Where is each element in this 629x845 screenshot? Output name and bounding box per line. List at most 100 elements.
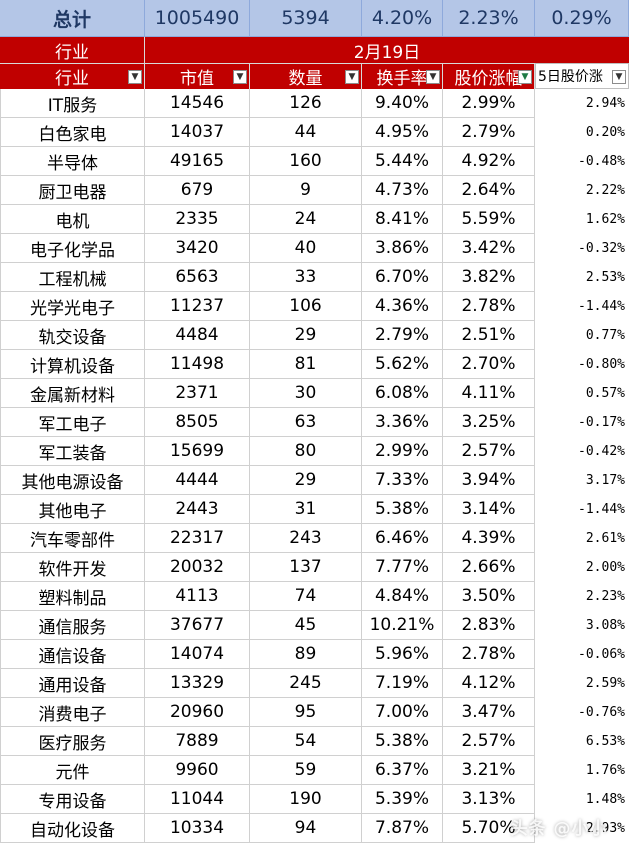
cell-five-day-change[interactable]: 3.17% [535,466,629,495]
cell-market-cap[interactable]: 13329 [145,669,250,698]
cell-price-change[interactable]: 2.70% [443,350,535,379]
cell-five-day-change[interactable]: 1.48% [535,785,629,814]
cell-industry[interactable]: 汽车零部件 [0,524,145,553]
cell-industry[interactable]: 塑料制品 [0,582,145,611]
cell-market-cap[interactable]: 9960 [145,756,250,785]
cell-five-day-change[interactable]: 2.00% [535,553,629,582]
cell-count[interactable]: 137 [250,553,362,582]
cell-five-day-change[interactable]: -0.48% [535,147,629,176]
cell-count[interactable]: 24 [250,205,362,234]
cell-price-change[interactable]: 3.21% [443,756,535,785]
industry-group-header[interactable]: 行业 [0,37,145,63]
cell-count[interactable]: 40 [250,234,362,263]
cell-count[interactable]: 63 [250,408,362,437]
filter-dropdown-icon[interactable]: ▼ [233,70,247,84]
cell-turnover[interactable]: 7.87% [362,814,443,843]
cell-turnover[interactable]: 4.84% [362,582,443,611]
cell-count[interactable]: 29 [250,321,362,350]
filter-dropdown-icon[interactable]: ▼ [612,70,626,84]
cell-price-change[interactable]: 3.82% [443,263,535,292]
cell-count[interactable]: 245 [250,669,362,698]
cell-five-day-change[interactable]: 2.93% [535,814,629,843]
cell-turnover[interactable]: 4.36% [362,292,443,321]
cell-industry[interactable]: 光学光电子 [0,292,145,321]
filter-dropdown-icon[interactable]: ▼ [426,70,440,84]
filter-dropdown-icon[interactable]: ▼ [345,70,359,84]
cell-count[interactable]: 74 [250,582,362,611]
cell-industry[interactable]: 自动化设备 [0,814,145,843]
total-count-cell[interactable]: 5394 [250,0,362,37]
cell-price-change[interactable]: 4.92% [443,147,535,176]
cell-market-cap[interactable]: 20960 [145,698,250,727]
cell-market-cap[interactable]: 2443 [145,495,250,524]
cell-count[interactable]: 29 [250,466,362,495]
cell-count[interactable]: 59 [250,756,362,785]
cell-turnover[interactable]: 2.79% [362,321,443,350]
cell-industry[interactable]: 通信服务 [0,611,145,640]
cell-turnover[interactable]: 10.21% [362,611,443,640]
cell-turnover[interactable]: 5.38% [362,495,443,524]
column-header-industry[interactable]: 行业 [0,63,145,89]
cell-market-cap[interactable]: 679 [145,176,250,205]
cell-market-cap[interactable]: 11237 [145,292,250,321]
cell-market-cap[interactable]: 10334 [145,814,250,843]
cell-five-day-change[interactable]: -0.32% [535,234,629,263]
cell-count[interactable]: 95 [250,698,362,727]
cell-five-day-change[interactable]: 0.20% [535,118,629,147]
cell-five-day-change[interactable]: 2.53% [535,263,629,292]
cell-industry[interactable]: 通信设备 [0,640,145,669]
cell-industry[interactable]: 半导体 [0,147,145,176]
cell-five-day-change[interactable]: -1.44% [535,495,629,524]
cell-price-change[interactable]: 3.42% [443,234,535,263]
cell-turnover[interactable]: 7.00% [362,698,443,727]
cell-five-day-change[interactable]: 2.59% [535,669,629,698]
cell-price-change[interactable]: 3.47% [443,698,535,727]
cell-industry[interactable]: 工程机械 [0,263,145,292]
cell-five-day-change[interactable]: -0.76% [535,698,629,727]
cell-count[interactable]: 190 [250,785,362,814]
cell-turnover[interactable]: 8.41% [362,205,443,234]
cell-price-change[interactable]: 2.57% [443,727,535,756]
cell-turnover[interactable]: 3.86% [362,234,443,263]
cell-count[interactable]: 80 [250,437,362,466]
cell-turnover[interactable]: 7.19% [362,669,443,698]
cell-price-change[interactable]: 2.78% [443,640,535,669]
cell-count[interactable]: 94 [250,814,362,843]
filter-active-icon[interactable]: ▼ [518,70,532,84]
cell-industry[interactable]: 计算机设备 [0,350,145,379]
cell-price-change[interactable]: 4.39% [443,524,535,553]
cell-count[interactable]: 33 [250,263,362,292]
cell-industry[interactable]: 通用设备 [0,669,145,698]
cell-market-cap[interactable]: 14074 [145,640,250,669]
cell-five-day-change[interactable]: -0.80% [535,350,629,379]
cell-count[interactable]: 44 [250,118,362,147]
cell-five-day-change[interactable]: 2.94% [535,89,629,118]
cell-price-change[interactable]: 2.66% [443,553,535,582]
cell-market-cap[interactable]: 14037 [145,118,250,147]
cell-price-change[interactable]: 2.64% [443,176,535,205]
cell-five-day-change[interactable]: 2.61% [535,524,629,553]
cell-price-change[interactable]: 2.83% [443,611,535,640]
cell-price-change[interactable]: 2.51% [443,321,535,350]
cell-price-change[interactable]: 4.12% [443,669,535,698]
cell-industry[interactable]: 软件开发 [0,553,145,582]
cell-market-cap[interactable]: 4484 [145,321,250,350]
cell-market-cap[interactable]: 2371 [145,379,250,408]
total-turnover-cell[interactable]: 4.20% [362,0,443,37]
cell-count[interactable]: 126 [250,89,362,118]
cell-price-change[interactable]: 3.13% [443,785,535,814]
cell-market-cap[interactable]: 11498 [145,350,250,379]
column-header-market-cap[interactable]: 市值 [145,63,250,89]
cell-turnover[interactable]: 7.77% [362,553,443,582]
cell-count[interactable]: 89 [250,640,362,669]
cell-turnover[interactable]: 4.73% [362,176,443,205]
cell-price-change[interactable]: 3.14% [443,495,535,524]
cell-market-cap[interactable]: 4444 [145,466,250,495]
cell-turnover[interactable]: 5.44% [362,147,443,176]
cell-market-cap[interactable]: 11044 [145,785,250,814]
cell-market-cap[interactable]: 14546 [145,89,250,118]
cell-count[interactable]: 160 [250,147,362,176]
cell-industry[interactable]: 专用设备 [0,785,145,814]
cell-market-cap[interactable]: 20032 [145,553,250,582]
cell-market-cap[interactable]: 15699 [145,437,250,466]
